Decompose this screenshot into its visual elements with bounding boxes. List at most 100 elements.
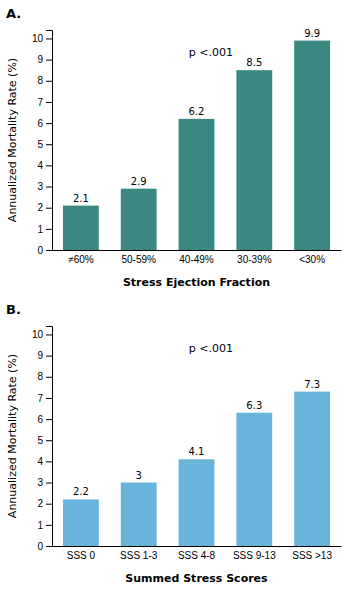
figure: 0 1 2 3 4 5 6 7 8 9 10 ≠60% 50-59% 40-49% 30-39% <30% 2.… [0, 0, 353, 592]
x-axis: ≠60% 50-59% 40-49% 30-39% <30% [53, 251, 342, 266]
tick-mark [46, 208, 52, 209]
panel: 012345678910SSS 0SSS 1-3SSS 4-8SSS 9-13S… [6, 302, 342, 585]
bar [179, 119, 215, 250]
tick-label: 1 [37, 520, 43, 531]
tick-label: 5 [37, 435, 43, 446]
x-tick: SSS 9-13 [233, 550, 276, 561]
y-tick: 0 [37, 245, 52, 256]
data-label: 9.9 [304, 28, 320, 39]
y-axis-title: Annualized Mortality Rate (%) [6, 354, 19, 518]
tick-mark [46, 60, 52, 61]
y-tick: 7 [37, 97, 52, 108]
tick-label: 2 [37, 202, 43, 213]
tick-mark [46, 483, 52, 484]
y-tick: 1 [37, 224, 52, 235]
y-tick: 1 [37, 520, 52, 531]
x-tick: SSS 4-8 [178, 550, 216, 561]
tick-label: 4 [37, 456, 43, 467]
x-tick: SSS >13 [292, 550, 332, 561]
tick-mark [46, 250, 52, 251]
tick-label: 9 [37, 350, 43, 361]
tick-mark [46, 334, 52, 335]
data-labels: 2.234.16.37.3 [73, 379, 320, 498]
tick-mark [46, 81, 52, 82]
tick-label: 50-59% [121, 254, 156, 265]
tick-mark [46, 102, 52, 103]
x-tick: SSS 0 [67, 550, 96, 561]
tick-mark [46, 546, 52, 547]
tick-mark [46, 123, 52, 124]
tick-label: ≠60% [68, 254, 94, 265]
panel-label: A. [6, 6, 21, 21]
annotation: p <.001 [189, 342, 233, 355]
x-tick: 30-39% [237, 254, 272, 265]
bar [63, 206, 99, 250]
tick-label: SSS >13 [292, 550, 332, 561]
tick-label: 4 [37, 160, 43, 171]
tick-label: 6 [37, 118, 43, 129]
data-label: 2.9 [131, 176, 147, 187]
axis-line [46, 327, 53, 547]
tick-label: 40-49% [179, 254, 214, 265]
tick-label: 5 [37, 139, 43, 150]
y-tick: 6 [37, 118, 52, 129]
tick-label: SSS 0 [67, 550, 96, 561]
tick-mark [46, 144, 52, 145]
y-tick: 5 [37, 435, 52, 446]
tick-mark [46, 461, 52, 462]
y-tick: 10 [32, 329, 52, 340]
bar [179, 459, 215, 546]
tick-label: 8 [37, 75, 43, 86]
bar [63, 499, 99, 546]
axis-line [53, 546, 342, 547]
y-tick: 5 [37, 139, 52, 150]
tick-mark [46, 440, 52, 441]
bars [63, 392, 330, 546]
x-tick: 50-59% [121, 254, 156, 265]
x-axis-title: Stress Ejection Fraction [123, 276, 270, 289]
tick-label: 30-39% [237, 254, 272, 265]
panel-label: B. [6, 302, 21, 317]
x-tick: SSS 1-3 [120, 550, 158, 561]
tick-mark [46, 377, 52, 378]
y-tick: 4 [37, 160, 52, 171]
tick-label: 9 [37, 54, 43, 65]
bar [294, 41, 330, 250]
bar [236, 413, 272, 546]
y-tick: 4 [37, 456, 52, 467]
tick-label: 8 [37, 371, 43, 382]
y-tick: 3 [37, 181, 52, 192]
y-tick: 3 [37, 477, 52, 488]
tick-mark [46, 38, 52, 39]
tick-label: SSS 9-13 [233, 550, 276, 561]
x-tick: <30% [299, 254, 325, 265]
x-axis: SSS 0 SSS 1-3 SSS 4-8 SSS 9-13 SSS >13 [53, 547, 342, 562]
y-tick: 9 [37, 350, 52, 361]
y-tick: 2 [37, 202, 52, 213]
tick-label: 0 [37, 245, 43, 256]
tick-mark [46, 187, 52, 188]
tick-mark [46, 229, 52, 230]
tick-label: 3 [37, 181, 43, 192]
x-tick: 40-49% [179, 254, 214, 265]
bar [121, 189, 157, 250]
tick-label: 10 [32, 33, 44, 44]
tick-mark [46, 356, 52, 357]
y-tick: 9 [37, 54, 52, 65]
x-tick: ≠60% [68, 254, 94, 265]
x-axis-title: Summed Stress Scores [125, 572, 268, 585]
tick-mark [46, 525, 52, 526]
data-label: 6.3 [246, 400, 262, 411]
bars [63, 41, 330, 250]
y-tick: 7 [37, 393, 52, 404]
tick-mark [46, 398, 52, 399]
y-tick: 6 [37, 414, 52, 425]
data-label: 2.1 [73, 193, 89, 204]
tick-label: 7 [37, 393, 43, 404]
axis-line [53, 250, 342, 251]
y-tick: 10 [32, 33, 52, 44]
tick-label: 7 [37, 97, 43, 108]
y-tick: 8 [37, 75, 52, 86]
tick-label: 3 [37, 477, 43, 488]
tick-mark [46, 504, 52, 505]
